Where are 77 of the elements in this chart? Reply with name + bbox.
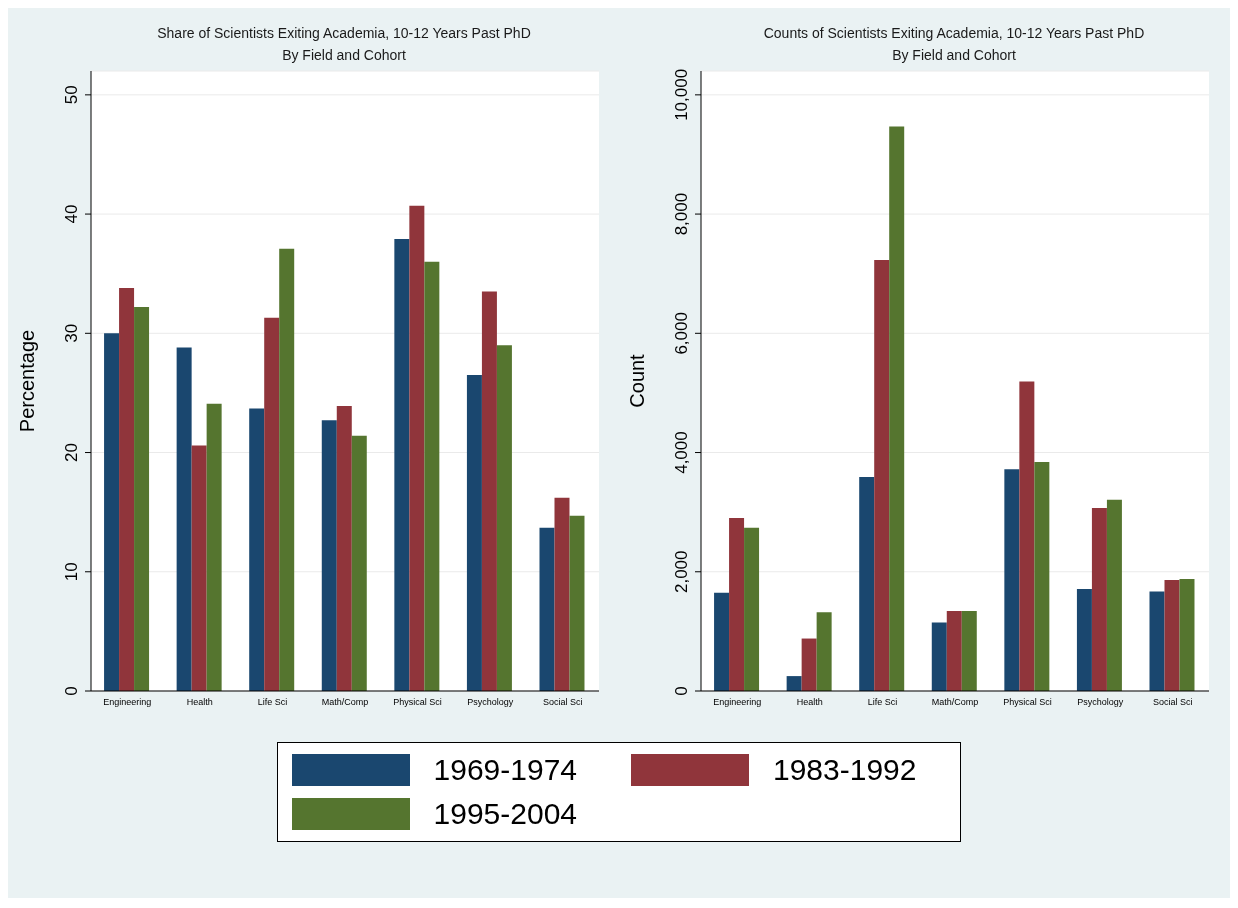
bar <box>279 248 295 691</box>
y-tick-label: 40 <box>62 204 81 224</box>
y-tick-label: 20 <box>62 443 81 462</box>
x-tick-label: Physical Sci <box>1003 697 1052 708</box>
bar <box>481 291 497 691</box>
x-tick-label: Psychology <box>1077 697 1124 708</box>
chart-subtitle: By Field and Cohort <box>281 46 407 65</box>
bar <box>729 518 745 691</box>
y-tick-label: 6,000 <box>672 312 691 355</box>
y-axis-title: Percentage <box>16 329 39 433</box>
bar <box>264 317 280 691</box>
x-tick-label: Math/Comp <box>321 697 369 708</box>
legend-label: 1995-2004 <box>433 797 577 831</box>
bar <box>104 333 120 691</box>
x-tick-label: Life Sci <box>867 697 898 708</box>
x-tick-label: Life Sci <box>257 697 288 708</box>
x-tick-label: Physical Sci <box>393 697 442 708</box>
x-tick-label: Math/Comp <box>931 697 979 708</box>
bar <box>539 527 555 691</box>
bar <box>786 676 802 691</box>
bar <box>1076 589 1092 691</box>
bar <box>874 259 890 691</box>
bar <box>1004 469 1020 691</box>
bar <box>466 375 482 691</box>
bar <box>569 515 585 691</box>
bar <box>1179 578 1195 691</box>
bar <box>889 126 905 691</box>
x-tick-label: Health <box>186 697 213 708</box>
bar <box>801 638 817 691</box>
bar <box>1106 499 1122 691</box>
bar <box>409 205 425 691</box>
y-tick-label: 2,000 <box>672 550 691 594</box>
bar <box>336 406 352 691</box>
x-tick-label: Engineering <box>713 697 762 708</box>
bar <box>394 239 410 691</box>
bar <box>424 261 440 691</box>
x-tick-label: Engineering <box>103 697 152 708</box>
y-tick-label: 8,000 <box>672 192 691 236</box>
bar <box>1034 462 1050 691</box>
bar <box>961 611 977 691</box>
bar <box>714 592 730 691</box>
bar <box>496 345 512 691</box>
bar <box>1019 381 1035 691</box>
y-tick-label: 0 <box>672 686 691 696</box>
y-tick-label: 4,000 <box>672 431 691 474</box>
y-tick-label: 10 <box>62 562 81 582</box>
bar <box>1164 580 1180 691</box>
chart-title: Counts of Scientists Exiting Academia, 10-12 Years Past PhD <box>762 24 1146 43</box>
bar <box>134 307 150 691</box>
bar <box>816 612 832 691</box>
bar <box>321 420 337 691</box>
y-tick-label: 30 <box>62 323 81 343</box>
x-tick-label: Social Sci <box>1152 697 1193 708</box>
x-tick-label: Psychology <box>467 697 514 708</box>
legend-label: 1983-1992 <box>773 753 917 787</box>
bar <box>1091 507 1107 691</box>
y-tick-label: 50 <box>62 85 81 105</box>
bar <box>931 622 947 691</box>
bar <box>249 408 265 691</box>
bar <box>946 611 962 691</box>
bar <box>554 497 570 691</box>
bar <box>1149 591 1165 691</box>
bar <box>859 476 875 691</box>
bar <box>206 403 222 691</box>
y-axis-title: Count <box>626 353 649 408</box>
x-tick-label: Health <box>796 697 823 708</box>
bar <box>119 288 135 691</box>
bar <box>191 445 207 691</box>
y-tick-label: 0 <box>62 686 81 696</box>
chart-subtitle: By Field and Cohort <box>891 46 1017 65</box>
y-tick-label: 10,000 <box>672 68 691 121</box>
chart-title: Share of Scientists Exiting Academia, 10-12 Years Past PhD <box>156 24 532 43</box>
legend-label: 1969-1974 <box>433 753 577 787</box>
x-tick-label: Social Sci <box>542 697 583 708</box>
bar <box>176 347 192 691</box>
bar <box>351 435 367 691</box>
bar <box>744 527 760 691</box>
